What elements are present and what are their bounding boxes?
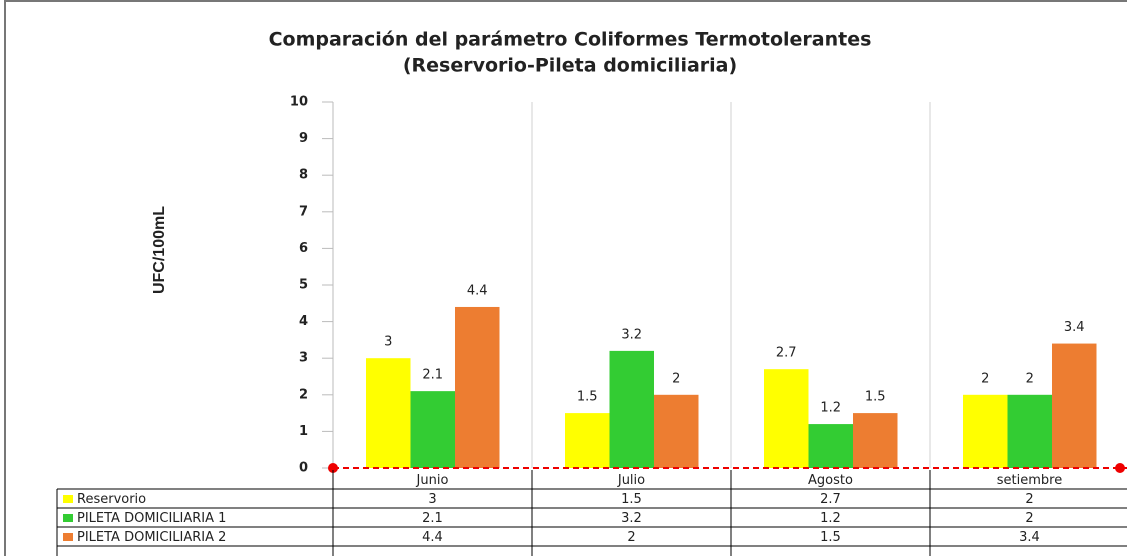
y-tick-label: 1 bbox=[299, 424, 308, 439]
data-label: 3.2 bbox=[621, 327, 642, 342]
bar bbox=[764, 369, 809, 468]
y-tick-label: 5 bbox=[299, 278, 308, 293]
table-cell: 4.4 bbox=[422, 530, 443, 545]
bar bbox=[366, 358, 411, 468]
data-label: 3 bbox=[384, 335, 392, 350]
data-label: 1.5 bbox=[865, 390, 886, 405]
x-tick-label: setiembre bbox=[997, 473, 1062, 488]
bar bbox=[565, 413, 610, 468]
bar bbox=[1007, 394, 1052, 468]
grid: 0 1 2 3 4 5 6 7 8 9 10 bbox=[290, 95, 931, 476]
y-tick-label: 10 bbox=[290, 95, 308, 110]
bar bbox=[654, 394, 699, 468]
legend-swatch bbox=[63, 514, 73, 522]
zero-marker bbox=[1115, 463, 1125, 473]
bar bbox=[1052, 343, 1097, 468]
bar bbox=[853, 413, 898, 468]
frame bbox=[4, 0, 1127, 556]
data-label: 1.5 bbox=[577, 390, 598, 405]
table-cell: 2 bbox=[627, 530, 635, 545]
data-label: 2.1 bbox=[422, 368, 443, 383]
y-tick-label: 3 bbox=[299, 351, 308, 366]
data-label: 2 bbox=[1026, 371, 1034, 386]
table-cell: 2.7 bbox=[820, 492, 841, 507]
chart-title: Comparación del parámetro Coliformes Ter… bbox=[269, 29, 872, 51]
chart-subtitle: (Reservorio-Pileta domiciliaria) bbox=[403, 55, 737, 77]
legend-label: Reservorio bbox=[77, 492, 146, 507]
data-label: 2.7 bbox=[776, 346, 797, 361]
zero-marker bbox=[328, 463, 338, 473]
data-label: 2 bbox=[672, 371, 680, 386]
x-tick-label: Agosto bbox=[808, 473, 853, 488]
y-tick-label: 2 bbox=[299, 387, 308, 402]
table-cell: 3 bbox=[428, 492, 436, 507]
y-tick-label: 8 bbox=[299, 168, 308, 183]
y-tick-label: 9 bbox=[299, 131, 308, 146]
bar bbox=[963, 394, 1008, 468]
data-label: 1.2 bbox=[820, 401, 841, 416]
x-tick-label: Junio bbox=[416, 473, 449, 488]
table-cell: 2 bbox=[1025, 511, 1033, 526]
data-label: 4.4 bbox=[467, 283, 488, 298]
y-tick-label: 4 bbox=[299, 314, 308, 329]
data-label: 3.4 bbox=[1064, 320, 1085, 335]
legend-swatch bbox=[63, 495, 73, 503]
bar bbox=[455, 306, 500, 468]
data-label: 2 bbox=[981, 371, 989, 386]
y-tick-label: 7 bbox=[299, 204, 308, 219]
legend-label: PILETA DOMICILIARIA 1 bbox=[77, 511, 226, 526]
x-tick-label: Julio bbox=[617, 473, 645, 488]
table-cell: 3.4 bbox=[1019, 530, 1040, 545]
table-cell: 1.5 bbox=[621, 492, 642, 507]
legend-swatch bbox=[63, 533, 73, 541]
data-table: Junio Julio Agosto setiembre Reservorio 3 1.5 2… bbox=[56, 470, 1127, 556]
legend-label: PILETA DOMICILIARIA 2 bbox=[77, 530, 226, 545]
table-cell: 2 bbox=[1025, 492, 1033, 507]
table-cell: 3.2 bbox=[621, 511, 642, 526]
y-axis-label: UFC/100mL bbox=[151, 206, 168, 294]
y-tick-label: 6 bbox=[299, 241, 308, 256]
bar bbox=[609, 350, 654, 468]
table-cell: 1.5 bbox=[820, 530, 841, 545]
table-cell: 2.1 bbox=[422, 511, 443, 526]
y-tick-label: 0 bbox=[299, 461, 308, 476]
bar bbox=[410, 391, 455, 468]
table-cell: 1.2 bbox=[820, 511, 841, 526]
bar bbox=[808, 424, 853, 468]
bars: 3 1.5 2.7 2 2.1 3.2 1.2 2 4.4 2 1.5 3.4 bbox=[328, 283, 1127, 473]
